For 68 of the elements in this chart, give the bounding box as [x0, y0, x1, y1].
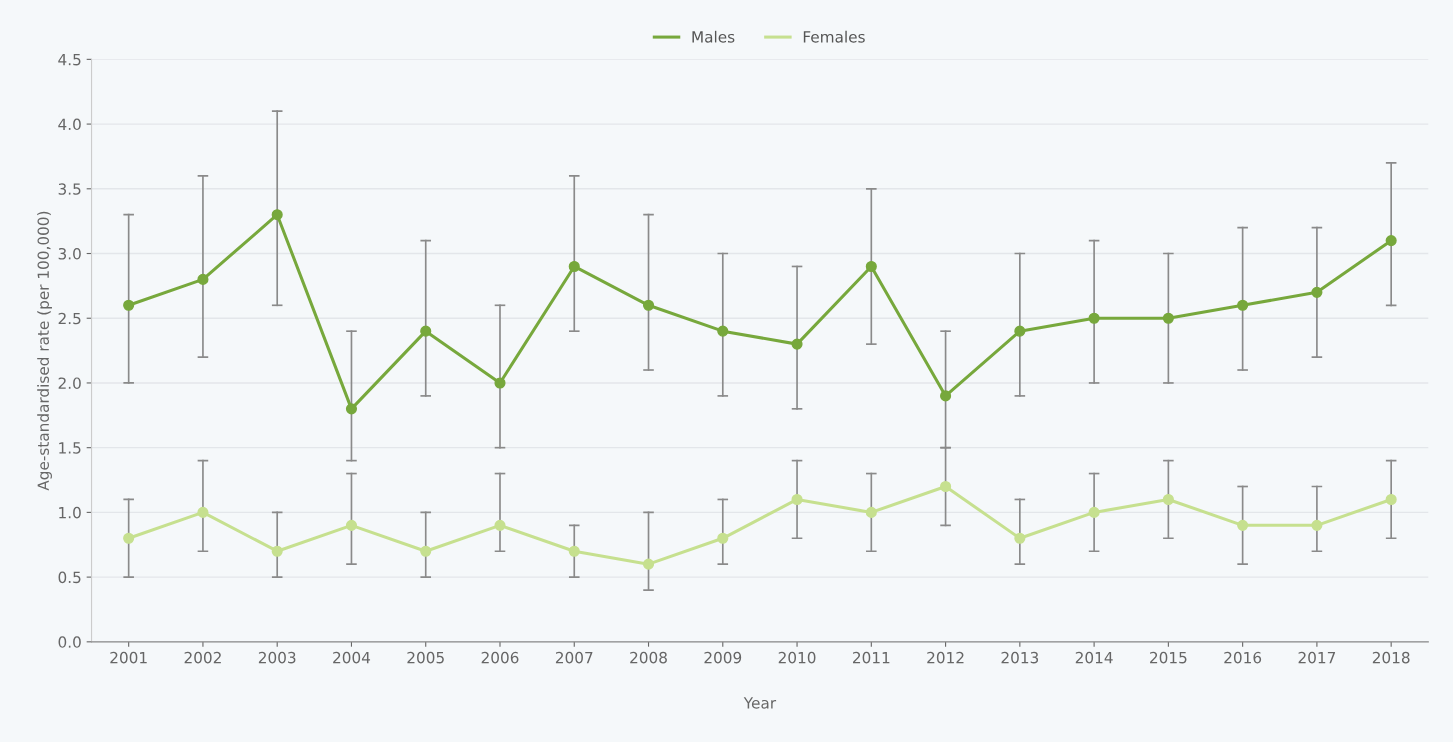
x-tick-label: 2014 — [1075, 651, 1113, 664]
point — [940, 480, 952, 493]
point — [123, 532, 135, 544]
x-tick-label: 2011 — [852, 651, 890, 664]
x-tick-label: 2012 — [927, 651, 964, 664]
x-tick-label: 2003 — [258, 651, 296, 664]
point — [568, 260, 580, 273]
point — [791, 338, 803, 350]
y-tick-label: 3.5 — [58, 183, 81, 195]
y-axis-title: Age-standardised rate (per 100,000) — [37, 211, 52, 491]
point — [1162, 312, 1174, 324]
y-tick-label: 0.5 — [58, 571, 81, 584]
point — [1237, 299, 1249, 311]
x-tick-label: 2013 — [1001, 651, 1039, 664]
point — [865, 260, 877, 273]
point — [494, 519, 506, 531]
point — [420, 545, 432, 557]
point — [197, 506, 209, 518]
x-tick-label: 2007 — [555, 651, 593, 664]
y-tick-label: 1.5 — [59, 442, 81, 454]
point — [345, 403, 358, 415]
x-tick-label: 2005 — [407, 651, 444, 664]
point — [717, 532, 729, 544]
y-tick-label: 3.0 — [58, 247, 81, 260]
point — [1385, 235, 1397, 247]
x-tick-label: 2001 — [110, 651, 147, 664]
y-tick-label: 2.5 — [58, 312, 81, 325]
point — [940, 390, 952, 402]
point — [1014, 532, 1026, 544]
point — [271, 545, 283, 557]
y-tick-label: 2.0 — [58, 377, 81, 389]
x-tick-label: 2010 — [778, 651, 816, 664]
x-tick-label: 2009 — [704, 651, 742, 664]
x-axis-title: Year — [743, 697, 777, 709]
x-tick-label: 2008 — [630, 651, 667, 664]
point — [1088, 506, 1100, 518]
point — [865, 506, 877, 518]
x-tick-label: 2017 — [1298, 651, 1336, 664]
point — [642, 299, 655, 311]
x-tick-label: 2015 — [1150, 651, 1187, 664]
y-tick-label: 0.0 — [58, 636, 81, 648]
x-tick-label: 2004 — [333, 651, 371, 664]
x-tick-label: 2016 — [1224, 651, 1262, 664]
point — [197, 273, 209, 285]
x-tick-label: 2006 — [481, 651, 519, 664]
point — [1385, 493, 1397, 506]
point — [568, 545, 580, 557]
point — [123, 299, 135, 311]
point — [271, 209, 283, 221]
x-tick-label: 2002 — [184, 651, 221, 664]
x-tick-label: 2018 — [1372, 651, 1410, 664]
point — [345, 519, 358, 531]
point — [642, 558, 655, 570]
point — [791, 493, 803, 506]
y-tick-label: 4.5 — [58, 54, 81, 66]
legend-label: Males — [692, 30, 735, 43]
point — [1162, 493, 1174, 506]
point — [420, 325, 432, 337]
point — [717, 325, 729, 337]
point — [1014, 325, 1026, 337]
y-tick-label: 1.0 — [59, 506, 81, 519]
point — [1237, 519, 1249, 531]
point — [1088, 312, 1100, 324]
legend-label: Females — [803, 30, 865, 43]
point — [1311, 519, 1323, 531]
point — [1311, 286, 1323, 298]
point — [494, 377, 506, 389]
y-tick-label: 4.0 — [58, 118, 81, 131]
